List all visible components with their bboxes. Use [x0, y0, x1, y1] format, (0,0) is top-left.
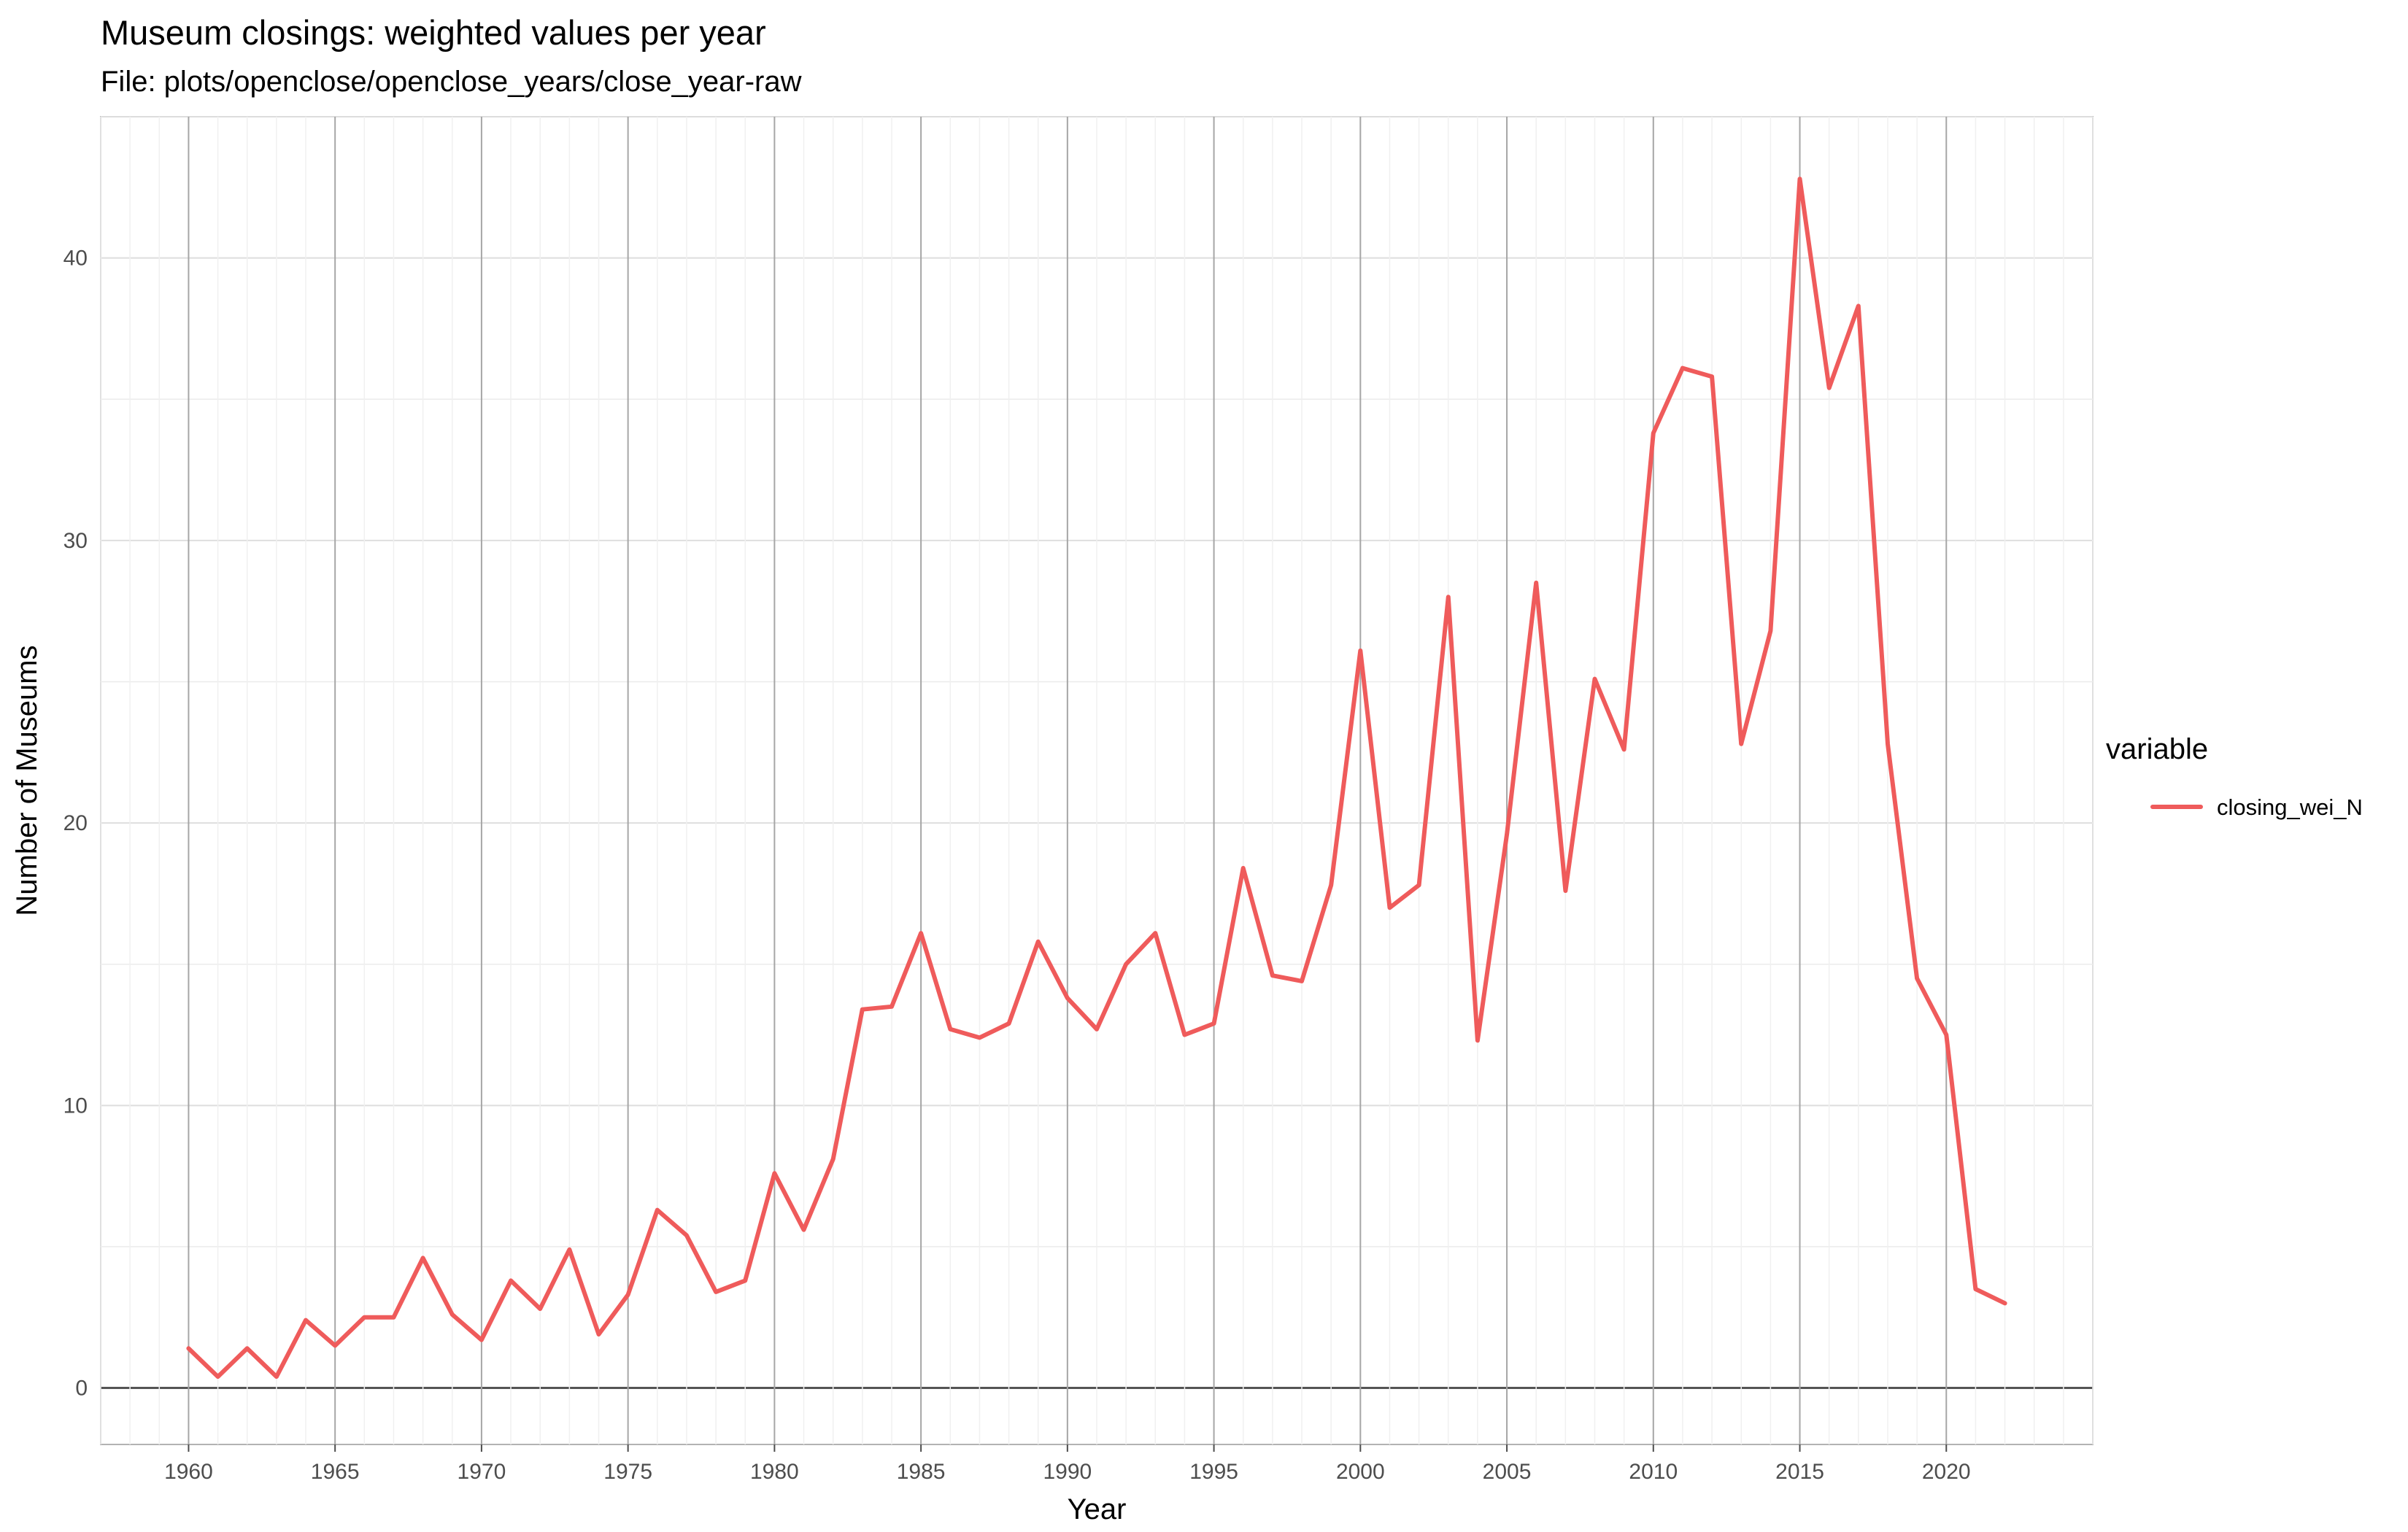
- data-point: [363, 1316, 366, 1319]
- data-point: [1213, 1022, 1216, 1025]
- data-point: [1271, 974, 1274, 977]
- data-point: [1828, 387, 1831, 390]
- data-point: [1008, 1022, 1011, 1025]
- data-point: [1710, 375, 1713, 378]
- data-point: [1623, 748, 1626, 751]
- data-point: [422, 1256, 425, 1259]
- data-point: [1915, 977, 1918, 980]
- data-point: [2004, 1301, 2007, 1304]
- x-tick-label: 1995: [1189, 1460, 1238, 1484]
- y-tick-label: 0: [75, 1377, 88, 1401]
- data-point: [1183, 1034, 1186, 1037]
- data-point: [1476, 1039, 1479, 1042]
- data-point: [1769, 630, 1772, 632]
- data-point: [1535, 581, 1537, 584]
- y-tick-label: 30: [63, 529, 88, 553]
- x-tick-label: 1985: [897, 1460, 946, 1484]
- data-point: [246, 1347, 249, 1350]
- data-point: [1066, 997, 1069, 999]
- x-tick-label: 1965: [311, 1460, 360, 1484]
- data-point: [627, 1293, 630, 1296]
- legend: variable closing_wei_N: [2106, 733, 2363, 820]
- data-point: [1359, 649, 1362, 652]
- y-axis-title: Number of Museums: [11, 645, 43, 916]
- series-layer: [186, 177, 2007, 1380]
- data-point: [1652, 432, 1655, 435]
- x-tick-label: 1980: [750, 1460, 799, 1484]
- data-point: [685, 1234, 688, 1237]
- data-point: [1505, 833, 1508, 836]
- data-point: [1242, 867, 1245, 870]
- data-point: [480, 1339, 483, 1342]
- data-point: [1681, 367, 1684, 370]
- data-point: [744, 1279, 746, 1282]
- x-tick-label: 1990: [1043, 1460, 1092, 1484]
- data-point: [304, 1319, 307, 1322]
- grid-lines: [100, 116, 2094, 1444]
- data-point: [714, 1291, 717, 1293]
- data-point: [803, 1229, 806, 1231]
- chart-title: Museum closings: weighted values per yea…: [101, 13, 766, 52]
- data-point: [451, 1313, 454, 1316]
- legend-label: closing_wei_N: [2217, 794, 2363, 820]
- data-point: [1740, 743, 1743, 746]
- y-tick-label: 20: [63, 811, 88, 835]
- data-point: [1886, 743, 1889, 746]
- data-point: [656, 1209, 659, 1212]
- data-point: [1945, 1034, 1948, 1037]
- data-point: [1154, 932, 1157, 935]
- x-tick-label: 2010: [1629, 1460, 1678, 1484]
- data-point: [1388, 906, 1391, 909]
- x-tick-label: 1975: [603, 1460, 652, 1484]
- data-point: [392, 1316, 395, 1319]
- data-point: [1974, 1288, 1977, 1291]
- x-tick-label: 1960: [164, 1460, 213, 1484]
- x-axis-title: Year: [1068, 1493, 1127, 1525]
- data-point: [773, 1172, 776, 1175]
- data-point: [539, 1307, 541, 1310]
- data-point: [1564, 889, 1567, 892]
- x-tick-label: 2015: [1775, 1460, 1824, 1484]
- data-point: [861, 1008, 864, 1011]
- data-point: [1095, 1028, 1098, 1031]
- data-point: [187, 1347, 190, 1350]
- data-point: [1300, 980, 1303, 983]
- data-point: [1594, 678, 1596, 681]
- data-point: [275, 1375, 278, 1378]
- axis-ticks: 0 10 20 30 40 1960 1965 1970 1975 1980 1985 1990 199…: [63, 247, 1971, 1484]
- y-tick-label: 10: [63, 1094, 88, 1118]
- x-tick-label: 2020: [1922, 1460, 1971, 1484]
- data-point: [1124, 963, 1127, 966]
- data-point: [890, 1005, 893, 1008]
- data-point: [1799, 177, 1802, 180]
- data-point: [1418, 883, 1421, 886]
- data-point: [949, 1028, 952, 1031]
- x-tick-label: 2000: [1336, 1460, 1385, 1484]
- data-point: [509, 1279, 512, 1282]
- data-point: [598, 1333, 600, 1336]
- data-point: [1330, 883, 1332, 886]
- data-point: [217, 1375, 220, 1378]
- data-point: [978, 1036, 981, 1039]
- data-point: [333, 1344, 336, 1347]
- data-point: [919, 932, 922, 935]
- data-point: [1447, 595, 1450, 598]
- chart-subtitle: File: plots/openclose/openclose_years/cl…: [101, 66, 802, 98]
- legend-title: variable: [2106, 733, 2208, 765]
- x-tick-label: 2005: [1483, 1460, 1532, 1484]
- data-point: [568, 1248, 571, 1251]
- data-point: [832, 1158, 835, 1161]
- data-point: [1037, 940, 1040, 943]
- x-tick-label: 1970: [458, 1460, 506, 1484]
- y-tick-label: 40: [63, 247, 88, 271]
- data-point: [1857, 304, 1860, 307]
